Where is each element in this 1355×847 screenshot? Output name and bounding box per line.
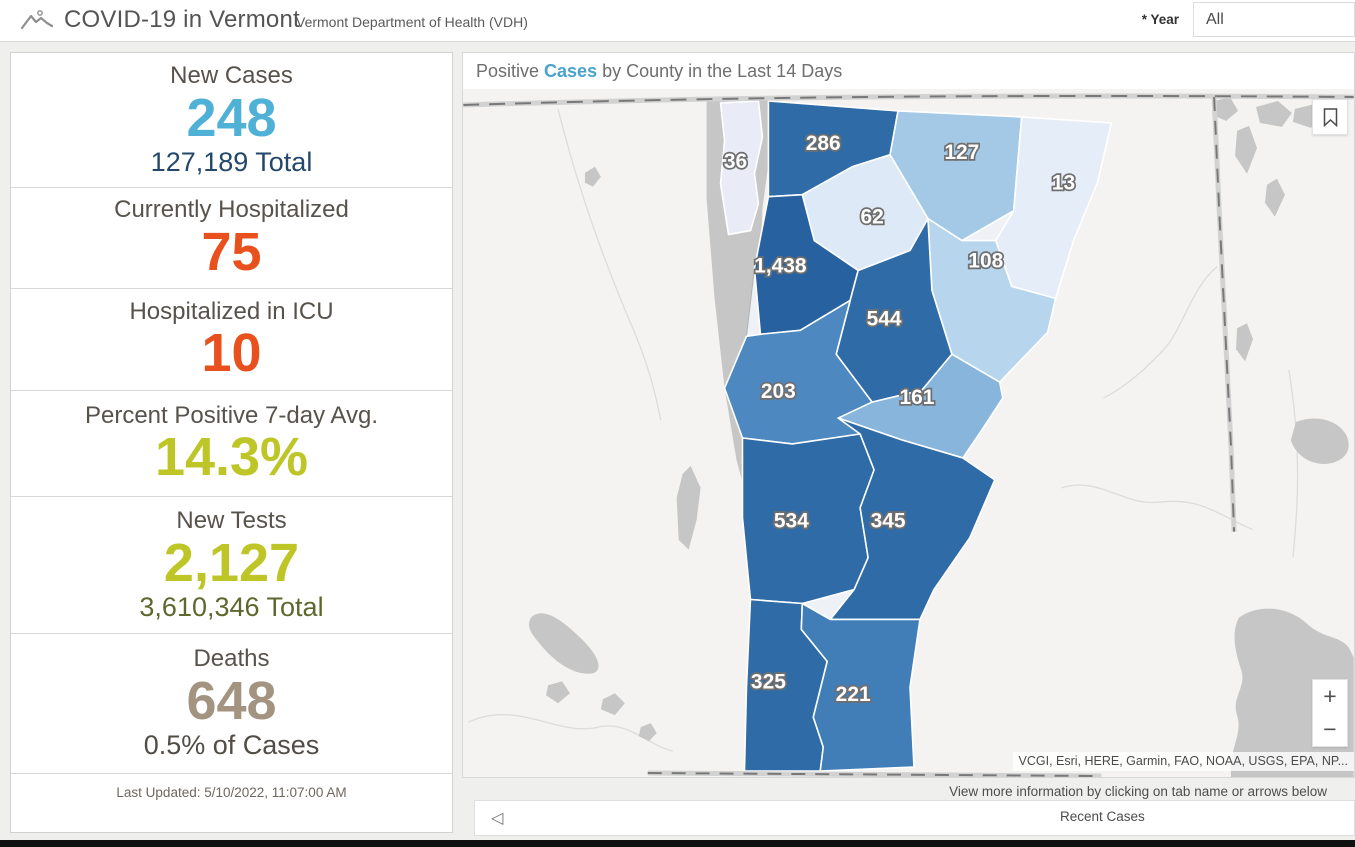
bottom-tab-bar: ◁ Recent Cases xyxy=(474,800,1355,836)
county-label-county-108: 108 xyxy=(968,249,1003,272)
stat-value-deaths: 648 xyxy=(186,671,277,732)
county-label-county-534: 534 xyxy=(774,510,809,533)
county-label-county-36: 36 xyxy=(724,150,747,173)
year-filter-label: * Year xyxy=(1141,12,1179,27)
app-header: COVID-19 in Vermont Vermont Department o… xyxy=(0,0,1355,42)
last-updated-text: Last Updated: 5/10/2022, 11:07:00 AM xyxy=(11,773,452,833)
footer-note: View more information by clicking on tab… xyxy=(949,784,1327,799)
zoom-controls: + − xyxy=(1312,679,1348,747)
stat-label-deaths: Deaths xyxy=(193,645,270,673)
stat-card-deaths: Deaths 648 0.5% of Cases xyxy=(11,633,452,773)
bottom-black-bar xyxy=(0,840,1355,847)
stat-value-new-cases: 248 xyxy=(186,87,277,148)
zoom-out-button[interactable]: − xyxy=(1323,716,1337,742)
stats-panel: New Cases 248 127,189 Total Currently Hospi… xyxy=(10,52,453,833)
county-label-county-127: 127 xyxy=(944,141,979,164)
bookmark-icon xyxy=(1323,107,1337,127)
county-label-county-1438: 1,438 xyxy=(754,254,806,277)
stat-label-new-cases: New Cases xyxy=(170,61,293,89)
county-shape-county-36[interactable] xyxy=(719,100,764,236)
stat-card-hospitalized-icu: Hospitalized in ICU 10 xyxy=(11,288,452,390)
bookmark-button[interactable] xyxy=(1312,99,1348,135)
stat-card-new-cases: New Cases 248 127,189 Total xyxy=(11,53,452,187)
stat-label-hospitalized-icu: Hospitalized in ICU xyxy=(129,297,334,325)
stat-card-new-tests: New Tests 2,127 3,610,346 Total xyxy=(11,496,452,633)
county-label-county-203: 203 xyxy=(761,380,796,403)
county-label-county-62: 62 xyxy=(860,206,883,229)
tab-recent-cases[interactable]: Recent Cases xyxy=(1060,809,1145,824)
county-label-county-161: 161 xyxy=(900,386,935,409)
map-title: Positive Cases by County in the Last 14 … xyxy=(476,60,843,81)
stat-card-percent-positive-7day: Percent Positive 7-day Avg. 14.3% xyxy=(11,390,452,496)
county-label-county-221: 221 xyxy=(836,683,871,706)
year-filter-select[interactable]: All xyxy=(1193,2,1355,37)
stat-value-percent-positive-7day: 14.3% xyxy=(154,427,309,488)
stat-card-currently-hospitalized: Currently Hospitalized 75 xyxy=(11,187,452,288)
page-title: COVID-19 in Vermont xyxy=(64,6,300,33)
county-shape-county-221[interactable] xyxy=(800,602,921,772)
mountains-logo-icon xyxy=(20,10,54,30)
county-label-county-286: 286 xyxy=(806,132,841,155)
year-filter-value: All xyxy=(1206,10,1224,28)
zoom-in-button[interactable]: + xyxy=(1323,683,1337,709)
stat-sub-new-tests: 3,610,346 Total xyxy=(139,591,324,622)
dashed-borders xyxy=(463,93,1354,777)
stat-label-new-tests: New Tests xyxy=(176,506,287,534)
left-arrow-icon[interactable]: ◁ xyxy=(491,810,504,827)
stat-sub-new-cases: 127,189 Total xyxy=(150,146,313,177)
stat-label-percent-positive-7day: Percent Positive 7-day Avg. xyxy=(84,401,379,429)
vermont-county-map: 36 286 127 13 62 1,438 108 544 203 161 534 345 325 22… xyxy=(463,89,1354,777)
map-title-accent: Cases xyxy=(544,60,598,81)
county-label-county-13: 13 xyxy=(1052,172,1075,195)
county-label-county-345: 345 xyxy=(871,510,906,533)
stat-label-currently-hospitalized: Currently Hospitalized xyxy=(114,196,349,224)
map-canvas[interactable]: 36 286 127 13 62 1,438 108 544 203 161 534 345 325 22… xyxy=(463,89,1354,777)
stat-sub-deaths: 0.5% of Cases xyxy=(143,730,320,761)
map-panel: Positive Cases by County in the Last 14 … xyxy=(462,52,1355,778)
page-subtitle: Vermont Department of Health (VDH) xyxy=(296,14,528,30)
stat-value-hospitalized-icu: 10 xyxy=(201,323,262,384)
stat-value-currently-hospitalized: 75 xyxy=(201,221,262,282)
county-label-county-544: 544 xyxy=(867,307,902,330)
county-label-county-325: 325 xyxy=(751,670,786,693)
map-attribution: VCGI, Esri, HERE, Garmin, FAO, NOAA, USG… xyxy=(1012,752,1354,771)
neighbor-boundaries xyxy=(468,108,1299,752)
stat-value-new-tests: 2,127 xyxy=(163,532,300,593)
